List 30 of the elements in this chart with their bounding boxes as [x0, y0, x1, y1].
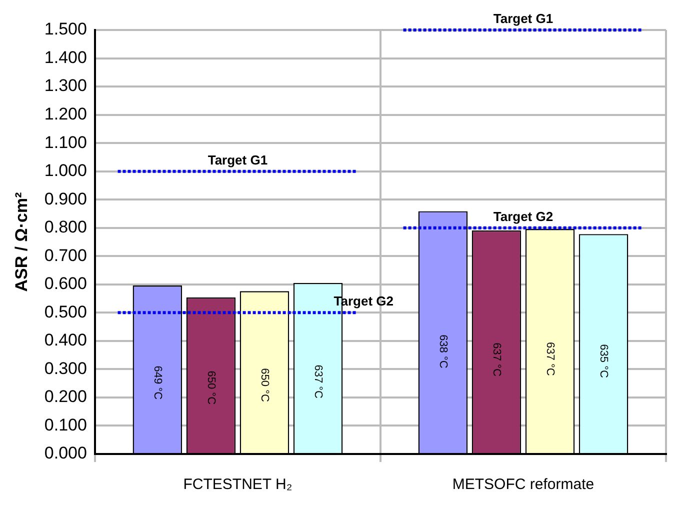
annotation: 637 °C — [490, 342, 502, 376]
y-tick-label: 0.600 — [44, 274, 87, 294]
y-tick-label: 0.500 — [44, 302, 87, 322]
y-tick-label: 0.800 — [44, 218, 87, 237]
y-tick-label: 1.500 — [44, 20, 87, 39]
annotation: 637 °C — [312, 364, 324, 399]
y-tick-label: 0.900 — [44, 189, 87, 208]
y-tick-label: 0.100 — [44, 415, 87, 434]
y-tick-label: 0.400 — [44, 330, 87, 350]
y-axis-title: ASR / Ω·cm² — [12, 192, 31, 292]
annotation: 637 °C — [544, 342, 556, 376]
ref-line-label: Target G2 — [493, 208, 554, 224]
ref-line-label: Target G1 — [208, 152, 268, 168]
y-tick-label: 0.200 — [44, 387, 87, 406]
annotation: 650 °C — [204, 370, 217, 405]
annotation: 638 °C — [436, 334, 449, 368]
y-tick-label: 1.000 — [44, 161, 87, 180]
y-tick-label: 1.100 — [44, 132, 87, 152]
annotation: 635 °C — [598, 344, 610, 378]
y-tick-label: 1.300 — [44, 76, 87, 96]
annotation: 650 °C — [258, 368, 270, 402]
y-tick-label: 0.000 — [44, 444, 87, 463]
x-tick-label: FCTESTNET H₂ — [183, 476, 292, 494]
ref-line-label: Target G1 — [493, 11, 554, 26]
y-tick-label: 0.700 — [44, 246, 87, 265]
x-tick-label: METSOFC reformate — [452, 476, 594, 494]
annotation: 649 °C — [151, 366, 164, 400]
y-tick-label: 0.300 — [44, 358, 87, 378]
y-tick-label: 1.400 — [44, 48, 87, 67]
y-tick-label: 1.200 — [44, 104, 87, 124]
